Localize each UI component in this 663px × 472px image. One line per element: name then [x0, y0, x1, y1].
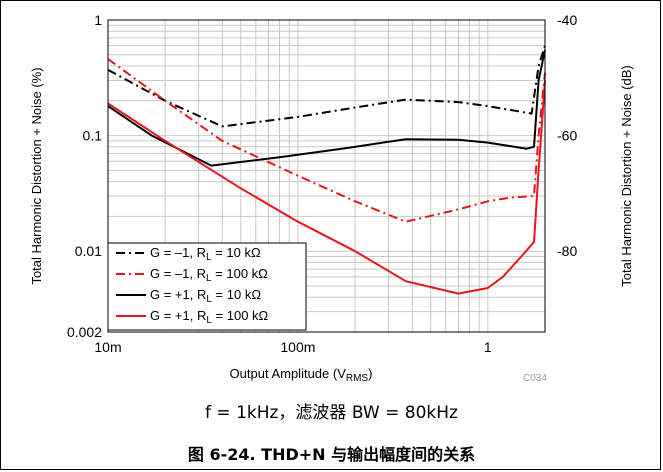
y-tick-label-right: -80: [557, 243, 577, 259]
legend-label-text: = 10 kΩ: [212, 287, 261, 302]
y-tick-label-left: 0.002: [67, 324, 102, 340]
tick-labels: 10m 100m 1 1 0.1 0.01 0.002 -40 -60 -80: [67, 12, 577, 355]
series-line-2: [107, 58, 546, 223]
legend-label-subscript: L: [206, 294, 212, 305]
x-axis-label: Output Amplitude (VRMS): [230, 366, 373, 384]
y-tick-label-right: -40: [557, 12, 577, 28]
legend-label-text: = 10 kΩ: [212, 245, 261, 260]
x-tick-label: 10m: [94, 339, 121, 355]
y-axis-label-right: Total Harmonic Distortion + Noise (dB): [619, 65, 634, 286]
legend-label-subscript: L: [206, 273, 212, 284]
legend-label-text: = 100 kΩ: [212, 266, 269, 281]
y-axis-label-left: Total Harmonic Distortion + Noise (%): [29, 67, 44, 284]
legend-label-3: G = +1, RL = 10 kΩ: [150, 287, 261, 305]
y-tick-label-right: -60: [557, 128, 577, 144]
chart-id-label: C034: [523, 373, 547, 384]
legend-label-text: = 100 kΩ: [212, 308, 269, 323]
figure-caption: 图 6-24. THD+N 与输出幅度间的关系: [187, 445, 476, 464]
legend-label-subscript: L: [206, 252, 212, 263]
figure-subcaption: f = 1kHz，滤波器 BW = 80kHz: [205, 403, 458, 423]
y-tick-label-left: 0.1: [83, 128, 103, 144]
legend: G = –1, RL = 10 kΩG = –1, RL = 100 kΩG =…: [107, 242, 307, 331]
series-line-3: [107, 49, 546, 167]
x-axis-label-main: Output Amplitude (V: [230, 366, 347, 381]
series-line-4: [107, 80, 546, 295]
legend-label-text: G = +1, R: [150, 287, 206, 302]
series-lines: [107, 45, 546, 295]
legend-items: G = –1, RL = 10 kΩG = –1, RL = 100 kΩG =…: [116, 245, 269, 326]
legend-label-text: G = –1, R: [150, 266, 206, 281]
legend-label-1: G = –1, RL = 10 kΩ: [150, 245, 261, 263]
legend-label-text: G = –1, R: [150, 245, 206, 260]
x-axis-label-sub: RMS: [346, 373, 369, 384]
legend-label-text: G = +1, R: [150, 308, 206, 323]
legend-label-2: G = –1, RL = 100 kΩ: [150, 266, 268, 284]
legend-label-4: G = +1, RL = 100 kΩ: [150, 308, 269, 326]
plot-border: [107, 19, 546, 333]
legend-label-subscript: L: [206, 315, 212, 326]
x-axis-label-end: ): [368, 366, 372, 381]
y-tick-label-left: 1: [94, 12, 102, 28]
y-tick-label-left: 0.01: [75, 243, 102, 259]
x-tick-label: 100m: [280, 339, 315, 355]
thd-n-chart: 10m 100m 1 1 0.1 0.01 0.002 -40 -60 -80 Total Har…: [29, 12, 634, 384]
legend-box: [107, 242, 307, 331]
x-tick-label: 1: [484, 339, 492, 355]
